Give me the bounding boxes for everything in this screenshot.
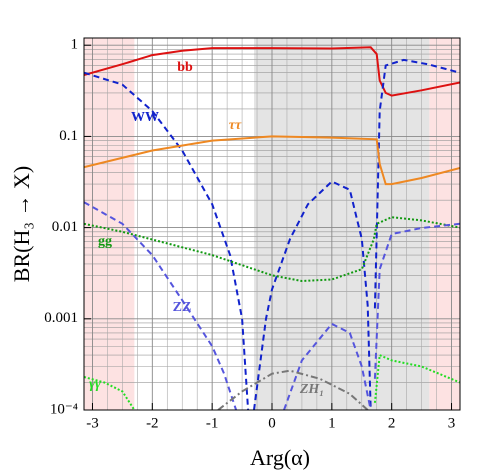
series-line <box>84 201 460 410</box>
series-line <box>84 353 460 410</box>
series-line <box>84 58 460 410</box>
y-tick-label: 0.01 <box>52 219 78 235</box>
series-label: ZH₁ <box>299 382 324 397</box>
x-tick-label: -1 <box>206 415 219 431</box>
x-tick-label: -2 <box>146 415 159 431</box>
x-tick-label: 3 <box>448 415 456 431</box>
region <box>254 38 430 410</box>
grid <box>84 38 460 411</box>
x-tick-label: 2 <box>388 415 396 431</box>
series-label: WW <box>131 110 159 125</box>
series-line <box>84 46 460 97</box>
x-tick-label: 1 <box>328 415 336 431</box>
plot-background <box>84 38 460 410</box>
x-axis-label: Arg(α) <box>250 445 310 470</box>
y-tick-label: 0.001 <box>44 310 78 326</box>
x-tick-label: -3 <box>86 415 99 431</box>
series-line <box>217 369 369 410</box>
region <box>84 38 135 410</box>
axes: 1 0.1 0.01 0.001 10⁻⁴ -3 -2 -1 0 1 2 3 <box>44 37 455 432</box>
series-label: ZZ <box>173 300 192 315</box>
series-label: gg <box>98 234 112 249</box>
y-tick-label: 1 <box>71 37 79 53</box>
series-line <box>84 135 460 186</box>
series-label: γγ <box>89 377 101 392</box>
y-tick-label: 10⁻⁴ <box>50 401 78 417</box>
series-label: bb <box>177 60 193 75</box>
x-tick-label: 0 <box>268 415 276 431</box>
y-axis-label: BR(H₃ → X) <box>9 166 34 282</box>
series <box>84 46 460 410</box>
y-tick-label: 0.1 <box>59 128 78 144</box>
series-label: ττ <box>229 118 242 133</box>
